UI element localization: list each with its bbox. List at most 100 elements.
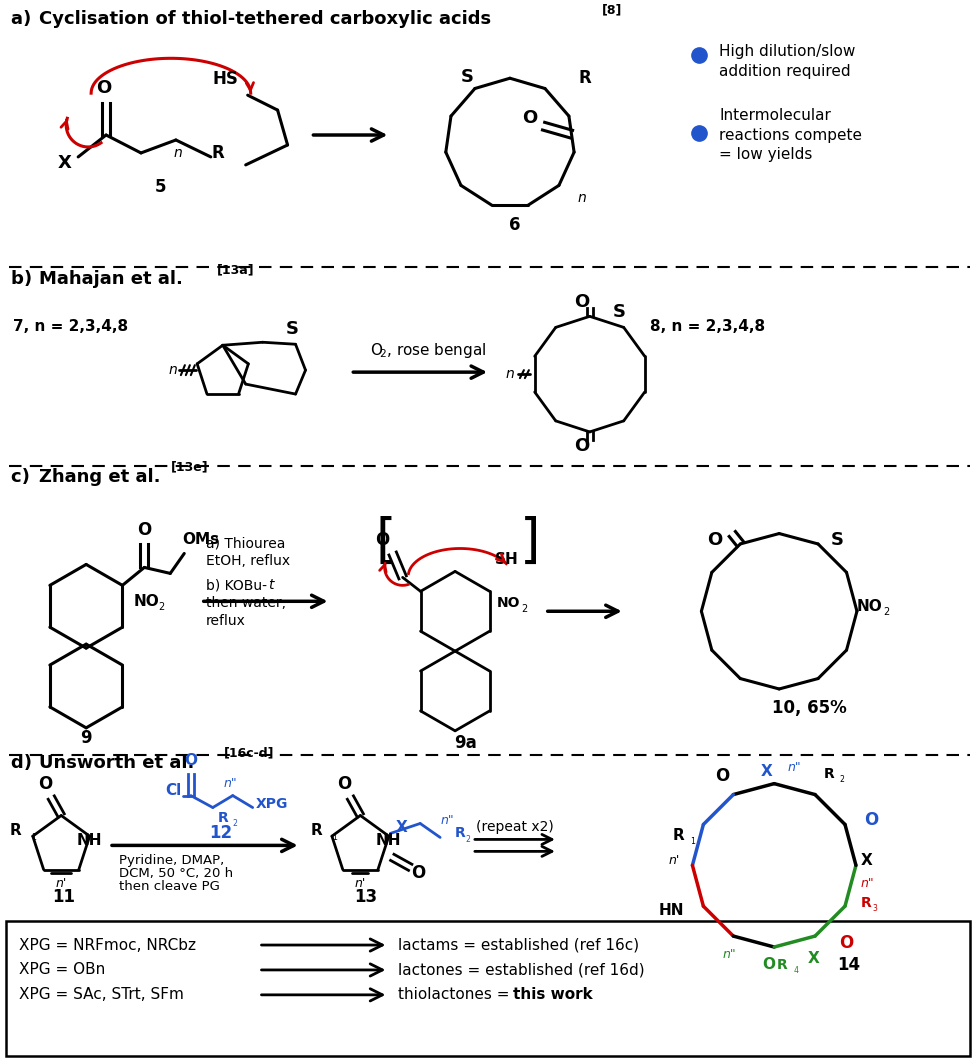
Text: (repeat x2): (repeat x2): [475, 820, 554, 834]
Text: Mahajan et al.: Mahajan et al.: [39, 271, 183, 289]
Text: [8]: [8]: [601, 3, 621, 16]
Text: 14: 14: [836, 956, 860, 974]
Text: then water,: then water,: [205, 596, 286, 610]
Text: reflux: reflux: [205, 614, 245, 628]
FancyBboxPatch shape: [7, 921, 968, 1056]
Text: n": n": [440, 814, 453, 827]
Text: n": n": [860, 876, 873, 890]
Text: DCM, 50 °C, 20 h: DCM, 50 °C, 20 h: [119, 867, 233, 880]
Text: O: O: [573, 437, 589, 455]
Text: lactones = established (ref 16d): lactones = established (ref 16d): [398, 962, 645, 977]
Text: c): c): [12, 468, 36, 486]
Text: n: n: [505, 367, 513, 381]
Text: NH: NH: [76, 833, 102, 848]
Text: then cleave PG: then cleave PG: [119, 880, 220, 892]
Text: Pyridine, DMAP,: Pyridine, DMAP,: [119, 854, 224, 867]
Text: reactions compete: reactions compete: [719, 127, 862, 142]
Text: X: X: [860, 853, 871, 868]
Text: addition required: addition required: [719, 64, 850, 79]
Text: n": n": [786, 761, 800, 775]
Text: S: S: [829, 530, 843, 549]
Text: Zhang et al.: Zhang et al.: [39, 468, 160, 486]
Text: $^2$: $^2$: [232, 818, 238, 829]
Text: n": n": [224, 777, 238, 790]
Text: O: O: [184, 753, 198, 768]
Text: 12: 12: [209, 824, 232, 842]
Text: O: O: [137, 521, 152, 539]
Text: 10, 65%: 10, 65%: [771, 699, 846, 717]
Text: 5: 5: [156, 178, 166, 196]
Text: O: O: [521, 109, 537, 127]
Text: O: O: [863, 812, 877, 830]
Text: $^1$: $^1$: [31, 833, 37, 842]
Text: HN: HN: [658, 903, 684, 918]
Text: 13: 13: [353, 888, 377, 906]
Text: [16c-d]: [16c-d]: [224, 746, 274, 760]
Text: R: R: [310, 823, 322, 838]
Text: O: O: [370, 343, 382, 358]
Text: XPG = NRFmoc, NRCbz: XPG = NRFmoc, NRCbz: [20, 938, 197, 953]
Text: O: O: [715, 767, 729, 785]
Text: $_2$: $_2$: [882, 605, 889, 619]
Text: NO: NO: [497, 596, 520, 610]
Text: 6: 6: [509, 215, 520, 233]
Text: n": n": [722, 949, 735, 961]
Text: Cyclisation of thiol-tethered carboxylic acids: Cyclisation of thiol-tethered carboxylic…: [39, 11, 491, 29]
Text: High dilution/slow: High dilution/slow: [719, 44, 855, 58]
Text: a) Thiourea: a) Thiourea: [205, 537, 285, 551]
Text: [: [: [375, 516, 395, 568]
Text: $^2$: $^2$: [465, 834, 470, 845]
Text: ]: ]: [519, 516, 540, 568]
Text: O: O: [38, 775, 53, 793]
Text: O: O: [838, 934, 852, 952]
Text: O: O: [573, 294, 589, 311]
Text: 11: 11: [52, 888, 74, 906]
Text: 8, n = 2,3,4,8: 8, n = 2,3,4,8: [648, 318, 764, 334]
Text: O: O: [97, 80, 111, 98]
Text: X: X: [58, 154, 71, 172]
Text: n: n: [173, 146, 182, 160]
Text: Unsworth et al.: Unsworth et al.: [39, 753, 195, 771]
Text: R: R: [776, 958, 786, 972]
Text: R: R: [578, 69, 591, 87]
Text: n: n: [577, 191, 586, 205]
Text: R: R: [211, 144, 224, 162]
Text: n: n: [168, 363, 177, 377]
Text: NO: NO: [134, 594, 159, 609]
Text: R: R: [672, 828, 684, 842]
Text: XPG = OBn: XPG = OBn: [20, 962, 106, 977]
Text: $^1$: $^1$: [689, 836, 696, 847]
Text: O: O: [337, 775, 351, 793]
Text: a): a): [12, 11, 38, 29]
Text: Cl: Cl: [164, 783, 181, 798]
Text: n': n': [354, 876, 366, 890]
Text: X: X: [760, 764, 772, 779]
Text: $_2$: $_2$: [157, 599, 165, 613]
Text: b): b): [12, 271, 39, 289]
Text: Intermolecular: Intermolecular: [719, 107, 830, 123]
Text: S: S: [286, 320, 298, 338]
Text: [13a]: [13a]: [216, 263, 254, 276]
Text: O: O: [762, 957, 775, 973]
Text: 9: 9: [80, 729, 92, 747]
Text: t: t: [267, 578, 273, 592]
Text: $^4$: $^4$: [792, 966, 799, 976]
Text: O: O: [376, 530, 389, 549]
Text: n': n': [56, 876, 67, 890]
Text: $_2$, rose bengal: $_2$, rose bengal: [378, 341, 486, 360]
Text: R: R: [217, 811, 228, 824]
Text: R: R: [455, 827, 466, 840]
Text: NO: NO: [856, 598, 882, 613]
Text: S: S: [460, 68, 473, 86]
Text: XPG = SAc, STrt, SFm: XPG = SAc, STrt, SFm: [20, 988, 184, 1003]
Text: d): d): [12, 753, 38, 771]
Text: SH: SH: [495, 552, 518, 567]
Text: OMs: OMs: [182, 532, 219, 547]
Text: b) KOBu-: b) KOBu-: [205, 578, 267, 592]
Text: this work: this work: [512, 988, 592, 1003]
Text: R: R: [822, 767, 833, 781]
Text: lactams = established (ref 16c): lactams = established (ref 16c): [398, 938, 639, 953]
Text: XPG: XPG: [255, 797, 288, 811]
Text: [13e]: [13e]: [171, 460, 208, 473]
Text: X: X: [395, 820, 407, 835]
